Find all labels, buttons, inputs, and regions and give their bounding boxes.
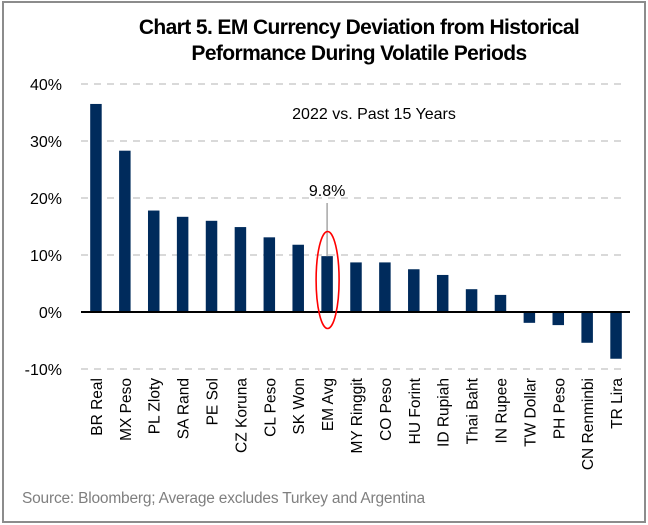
- x-category-label: MY Ringgit: [349, 377, 366, 453]
- x-category-label: BR Real: [89, 378, 106, 436]
- bar: [263, 237, 276, 312]
- x-category-label: SK Won: [291, 378, 308, 435]
- bar: [147, 210, 160, 312]
- bar: [552, 312, 565, 326]
- y-tick-label: 40%: [30, 77, 62, 94]
- source-note: Source: Bloomberg; Average excludes Turk…: [22, 490, 425, 507]
- x-category-label: TW Dollar: [522, 378, 539, 447]
- x-category-label: IN Rupee: [493, 378, 510, 443]
- y-tick-label: 0%: [39, 305, 62, 322]
- x-category-label: PL Zloty: [147, 378, 164, 435]
- y-tick-label: 30%: [30, 134, 62, 151]
- chart-title-line-2: Peformance During Volatile Periods: [191, 42, 527, 65]
- bar: [523, 312, 536, 323]
- x-category-label: Thai Baht: [465, 377, 482, 444]
- x-category-label: MX Peso: [118, 378, 135, 441]
- y-axis-tick-labels: -10% 0% 10% 20% 30% 40%: [25, 77, 62, 379]
- annotations: 9.8%: [309, 183, 345, 330]
- bar: [90, 103, 102, 312]
- chart-subtitle: 2022 vs. Past 15 Years: [292, 106, 456, 123]
- x-category-label: HU Forint: [407, 377, 424, 444]
- x-category-label: EM Avg: [320, 378, 337, 431]
- y-tick-label: -10%: [25, 362, 62, 379]
- bar: [465, 289, 478, 312]
- chart-title: Chart 5. EM Currency Deviation from Hist…: [0, 15, 648, 67]
- bar: [350, 262, 362, 312]
- bar: [119, 150, 131, 312]
- bar: [581, 312, 593, 343]
- gridlines: [81, 83, 624, 370]
- x-category-label: PE Sol: [205, 378, 222, 425]
- bar: [321, 256, 333, 312]
- x-category-label: PH Peso: [551, 378, 568, 439]
- bar: [176, 216, 189, 312]
- x-category-label: ID Rupiah: [436, 378, 453, 447]
- x-category-label: CO Peso: [378, 378, 395, 441]
- highlight-ellipse: [315, 230, 340, 330]
- y-tick-label: 20%: [30, 191, 62, 208]
- bar: [205, 220, 218, 312]
- bar: [379, 262, 391, 312]
- x-category-label: CZ Koruna: [233, 378, 250, 453]
- bar: [234, 227, 247, 312]
- chart-title-line-1: Chart 5. EM Currency Deviation from Hist…: [138, 16, 580, 39]
- bar: [436, 274, 449, 312]
- bar: [408, 269, 420, 312]
- x-category-label: CL Peso: [262, 378, 279, 437]
- x-category-label: SA Rand: [176, 378, 193, 439]
- callout-label: 9.8%: [309, 183, 345, 200]
- x-category-label: CN Renminbi: [580, 378, 597, 470]
- y-tick-label: 10%: [30, 248, 62, 265]
- bar: [292, 244, 304, 312]
- x-category-label: TR Lira: [609, 378, 626, 429]
- x-axis-category-labels: BR Real MX Peso PL Zloty SA Rand PE Sol CZ Ko…: [89, 377, 626, 470]
- bar: [610, 312, 622, 359]
- bar: [494, 294, 507, 312]
- bars: [90, 103, 622, 359]
